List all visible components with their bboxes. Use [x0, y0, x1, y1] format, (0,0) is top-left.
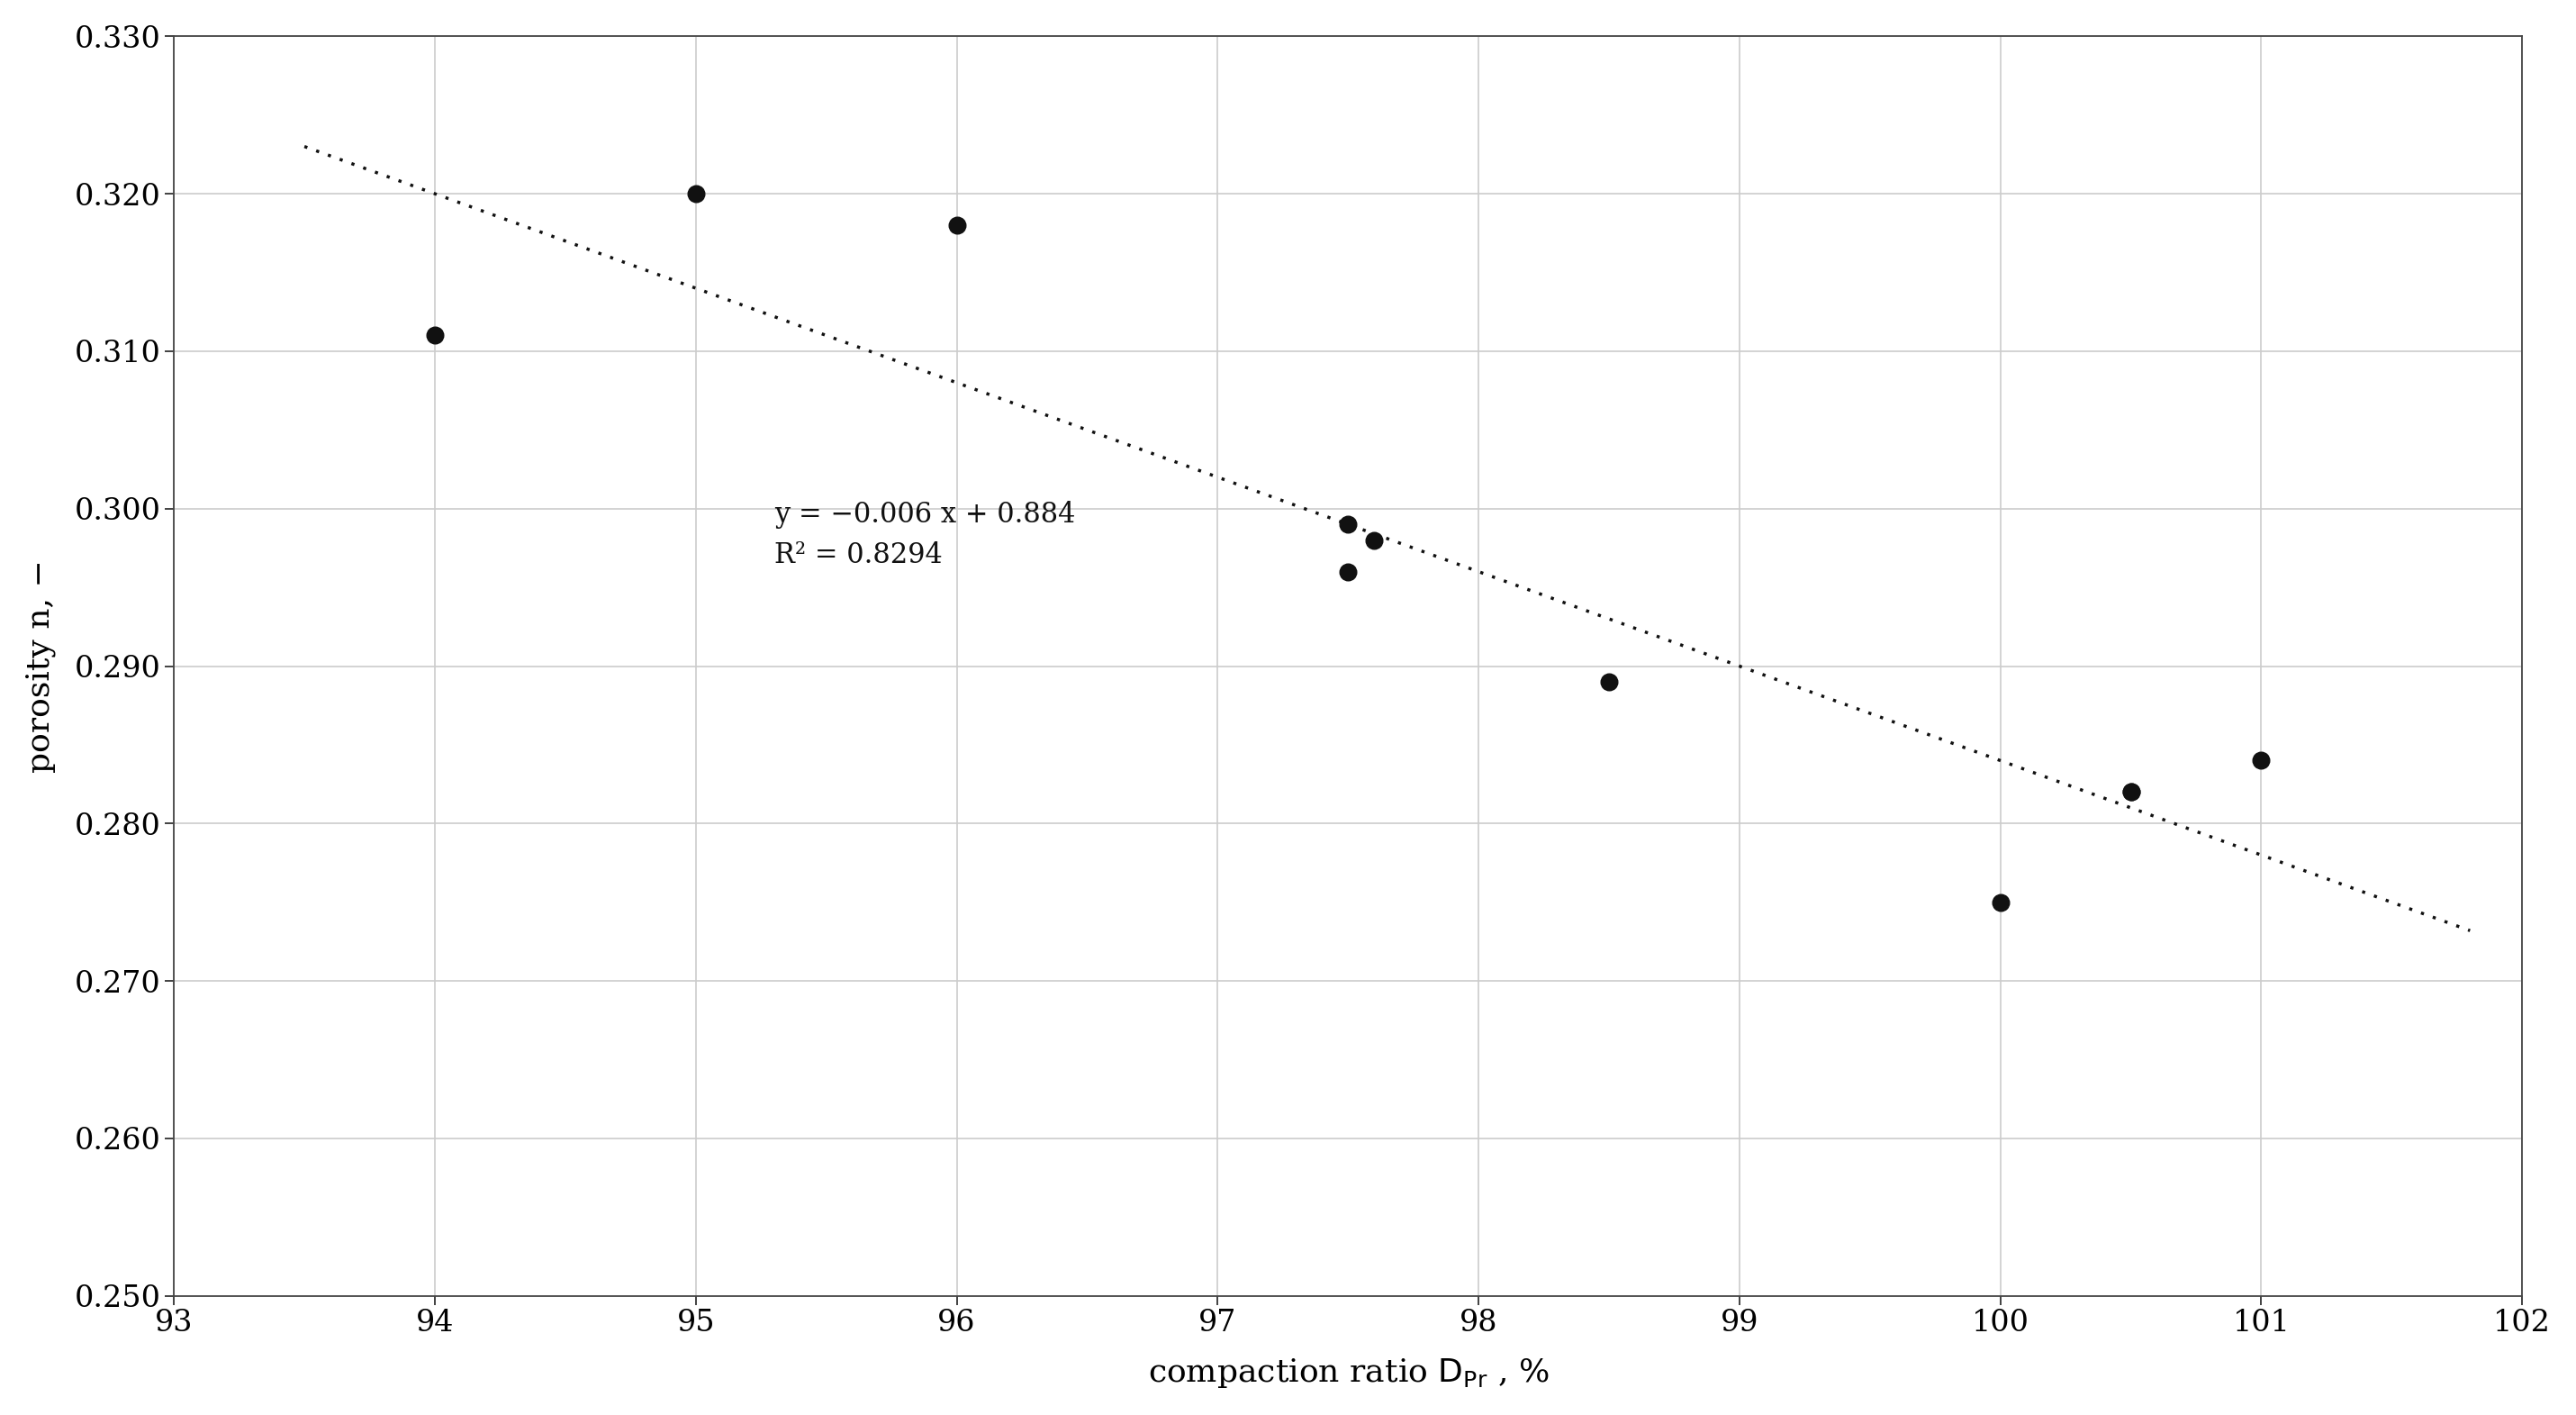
Point [2241, 750, 2282, 773]
Point [1327, 560, 1368, 583]
Point [675, 183, 716, 205]
Point [415, 324, 456, 347]
Point [1327, 514, 1368, 536]
Point [1981, 891, 2022, 914]
Point [935, 214, 976, 236]
Point [1352, 529, 1394, 552]
Point [2110, 781, 2151, 804]
X-axis label: compaction ratio $\mathrm{D_{Pr}}$ , %: compaction ratio $\mathrm{D_{Pr}}$ , % [1146, 1357, 1548, 1390]
Point [2110, 781, 2151, 804]
Point [1589, 671, 1631, 693]
Y-axis label: porosity n, −: porosity n, − [26, 559, 57, 773]
Text: y = −0.006 x + 0.884
R² = 0.8294: y = −0.006 x + 0.884 R² = 0.8294 [773, 501, 1074, 570]
